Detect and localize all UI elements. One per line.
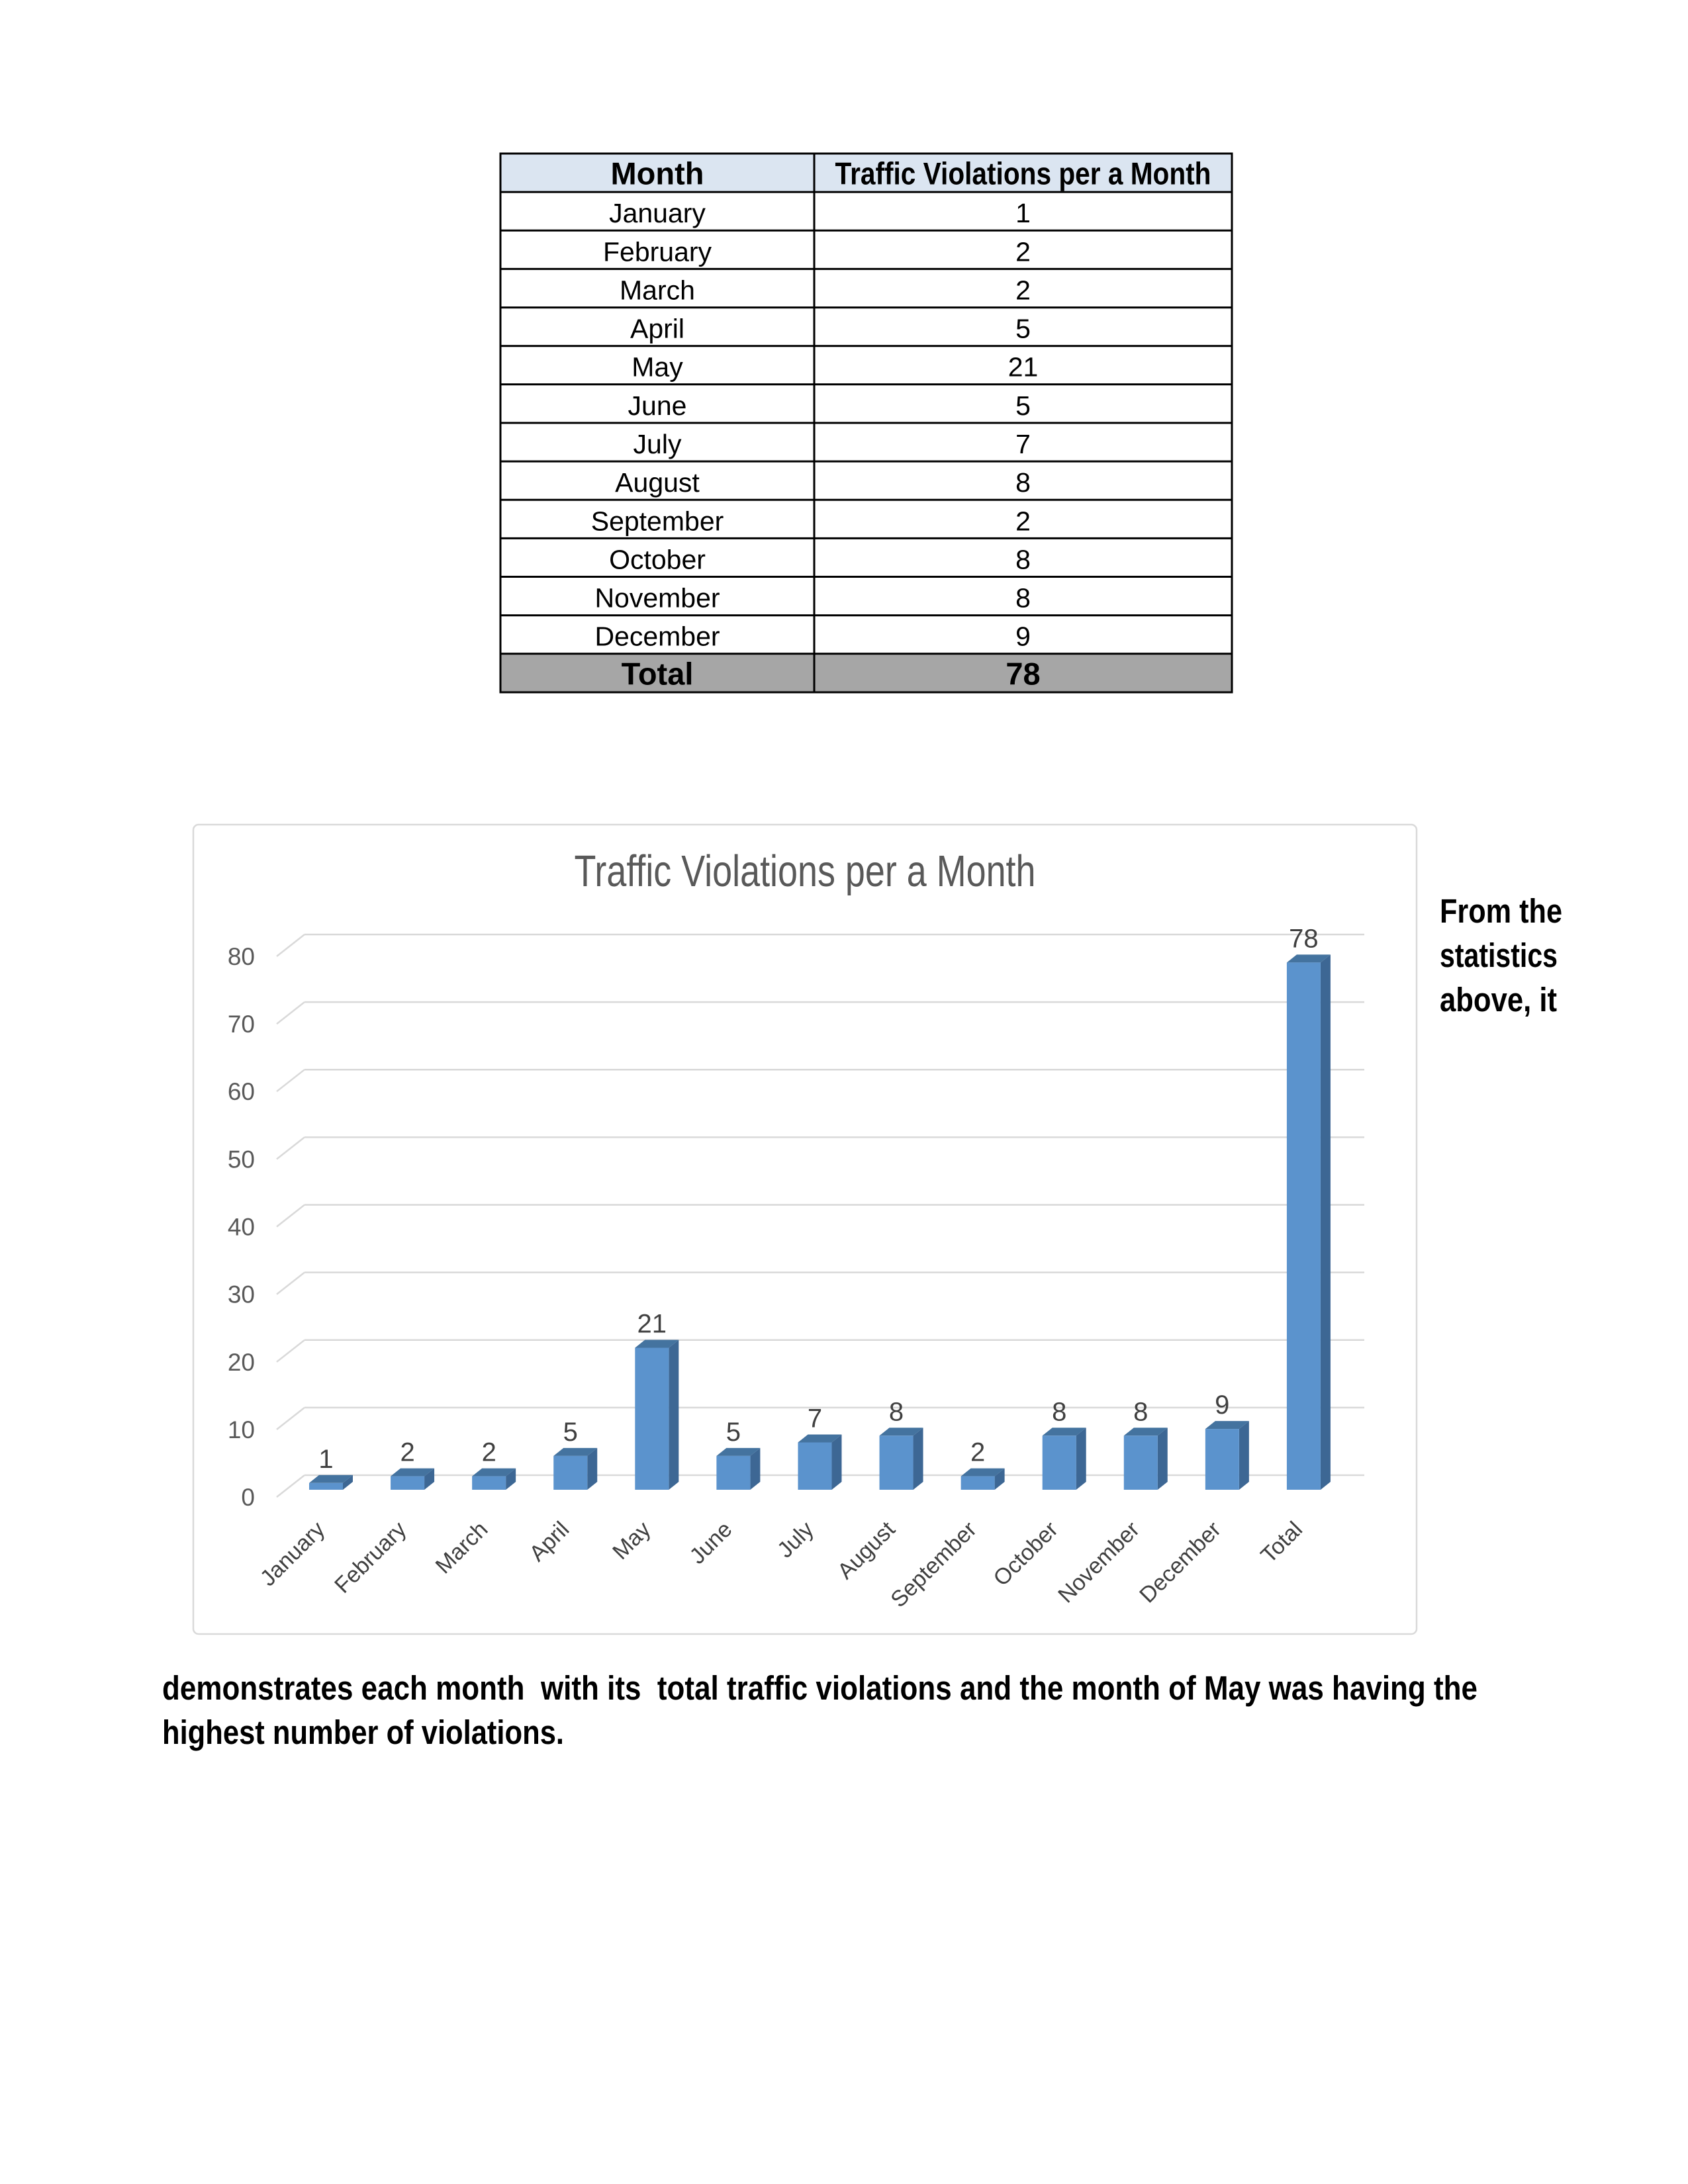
svg-text:30: 30 bbox=[228, 1281, 255, 1308]
svg-text:7: 7 bbox=[1015, 429, 1031, 459]
svg-text:5: 5 bbox=[1015, 390, 1031, 421]
svg-text:Month: Month bbox=[611, 156, 704, 191]
svg-text:78: 78 bbox=[1006, 656, 1040, 691]
svg-text:demonstrates each month with: demonstrates each month with its total t… bbox=[162, 1669, 1477, 1707]
svg-text:January: January bbox=[609, 198, 706, 228]
svg-text:1: 1 bbox=[1015, 198, 1031, 228]
svg-text:9: 9 bbox=[1015, 621, 1031, 652]
svg-text:78: 78 bbox=[1289, 924, 1319, 953]
svg-text:5: 5 bbox=[1015, 314, 1031, 344]
svg-text:2: 2 bbox=[1015, 275, 1031, 305]
svg-text:From the: From the bbox=[1440, 892, 1562, 930]
svg-text:above, it: above, it bbox=[1440, 981, 1557, 1019]
svg-text:5: 5 bbox=[563, 1418, 578, 1447]
svg-text:December: December bbox=[594, 621, 720, 652]
svg-text:70: 70 bbox=[228, 1011, 255, 1038]
svg-text:May: May bbox=[632, 352, 683, 383]
svg-text:Total: Total bbox=[622, 656, 694, 691]
svg-text:5: 5 bbox=[726, 1418, 741, 1447]
svg-text:October: October bbox=[609, 544, 706, 574]
svg-text:statistics: statistics bbox=[1440, 936, 1558, 974]
svg-text:2: 2 bbox=[400, 1438, 414, 1467]
svg-text:June: June bbox=[628, 390, 687, 421]
svg-text:60: 60 bbox=[228, 1078, 255, 1105]
svg-text:9: 9 bbox=[1215, 1390, 1229, 1420]
svg-text:21: 21 bbox=[637, 1310, 667, 1339]
svg-text:0: 0 bbox=[241, 1484, 255, 1511]
svg-text:8: 8 bbox=[1015, 467, 1031, 498]
svg-text:September: September bbox=[591, 506, 724, 536]
svg-text:7: 7 bbox=[808, 1404, 822, 1433]
svg-text:2: 2 bbox=[482, 1438, 496, 1467]
svg-text:March: March bbox=[620, 275, 695, 305]
svg-text:20: 20 bbox=[228, 1349, 255, 1376]
svg-text:November: November bbox=[594, 583, 720, 614]
svg-text:8: 8 bbox=[1133, 1397, 1148, 1426]
svg-text:August: August bbox=[615, 467, 700, 498]
svg-text:2: 2 bbox=[1015, 506, 1031, 536]
svg-text:highest number of violations.: highest number of violations. bbox=[162, 1713, 564, 1751]
svg-text:2: 2 bbox=[1015, 236, 1031, 267]
svg-text:21: 21 bbox=[1008, 352, 1039, 383]
svg-text:2: 2 bbox=[970, 1438, 985, 1467]
svg-text:8: 8 bbox=[889, 1397, 904, 1426]
svg-text:February: February bbox=[603, 236, 712, 267]
svg-text:80: 80 bbox=[228, 943, 255, 970]
svg-text:July: July bbox=[633, 429, 682, 459]
svg-text:10: 10 bbox=[228, 1416, 255, 1443]
svg-text:8: 8 bbox=[1052, 1397, 1066, 1426]
svg-text:8: 8 bbox=[1015, 544, 1031, 574]
svg-text:1: 1 bbox=[318, 1445, 333, 1474]
svg-text:50: 50 bbox=[228, 1146, 255, 1173]
svg-text:Traffic Violations per a Month: Traffic Violations per a Month bbox=[575, 846, 1036, 896]
svg-text:Traffic Violations per a Month: Traffic Violations per a Month bbox=[835, 156, 1211, 191]
svg-text:8: 8 bbox=[1015, 583, 1031, 614]
svg-text:40: 40 bbox=[228, 1214, 255, 1241]
svg-text:April: April bbox=[630, 314, 684, 344]
